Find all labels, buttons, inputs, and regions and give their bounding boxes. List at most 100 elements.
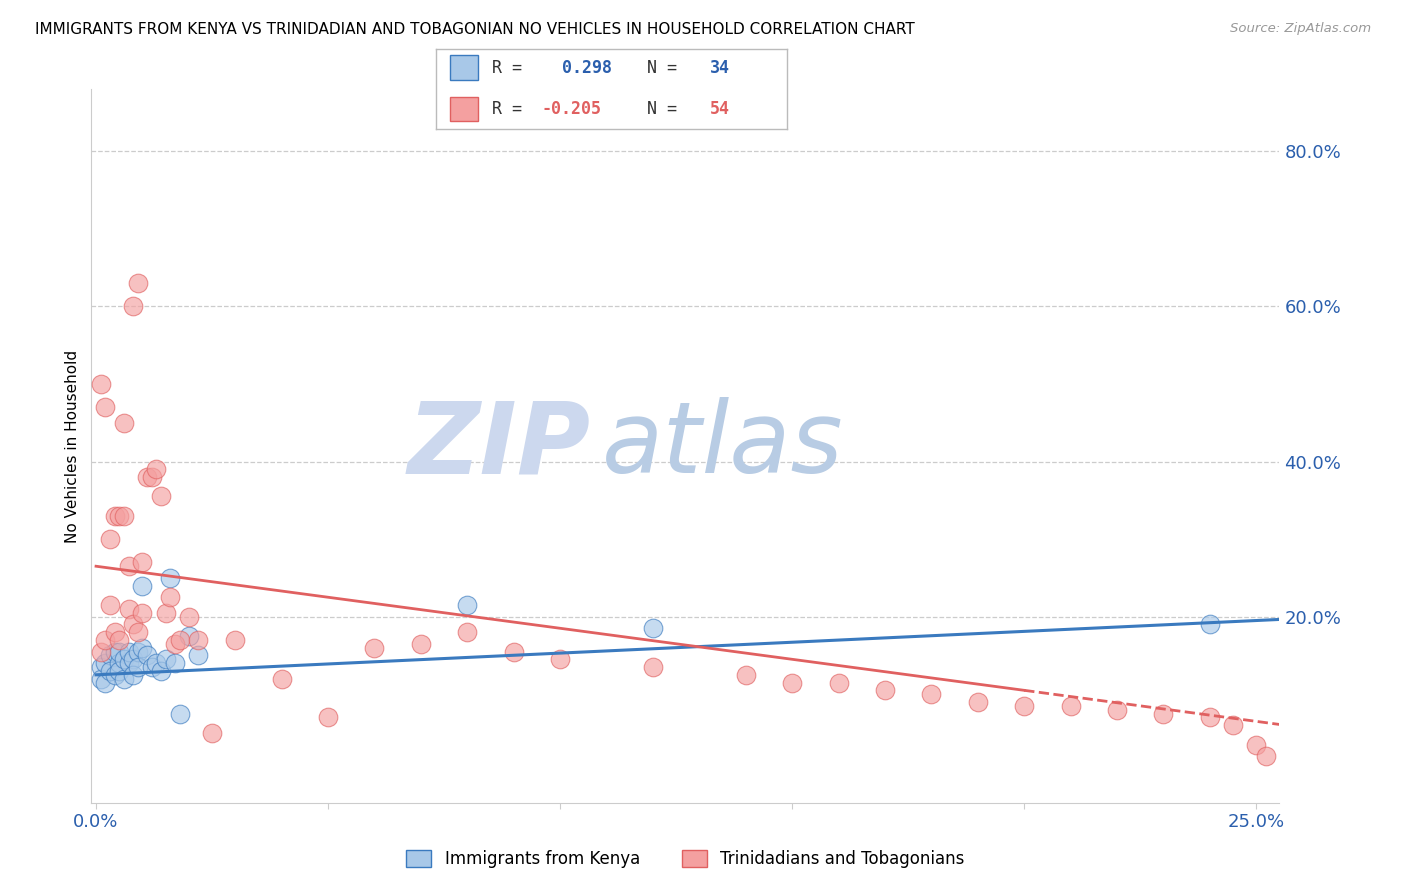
Point xyxy=(117,644,139,658)
Point xyxy=(159,591,181,605)
Point xyxy=(94,656,117,670)
Point xyxy=(112,508,135,523)
Point xyxy=(641,621,664,635)
Point xyxy=(827,675,849,690)
Point xyxy=(108,664,131,678)
Text: ZIP: ZIP xyxy=(408,398,591,494)
Point xyxy=(145,656,167,670)
FancyBboxPatch shape xyxy=(450,97,478,121)
Text: Source: ZipAtlas.com: Source: ZipAtlas.com xyxy=(1230,22,1371,36)
Point xyxy=(90,672,112,686)
Point xyxy=(201,726,224,740)
Point xyxy=(104,644,127,658)
Text: 34: 34 xyxy=(710,59,730,77)
Y-axis label: No Vehicles in Household: No Vehicles in Household xyxy=(65,350,80,542)
Point xyxy=(873,683,896,698)
Point xyxy=(163,637,186,651)
Point xyxy=(155,652,177,666)
Point xyxy=(1152,706,1174,721)
Point xyxy=(502,644,524,658)
Text: N =: N = xyxy=(647,100,686,119)
Point xyxy=(177,609,200,624)
Point xyxy=(112,652,135,666)
Point xyxy=(127,276,149,290)
Point xyxy=(131,640,153,655)
Point xyxy=(127,660,149,674)
Point xyxy=(108,656,131,670)
Point xyxy=(108,632,131,647)
Point xyxy=(270,672,292,686)
Point xyxy=(1254,749,1277,764)
Point xyxy=(641,660,664,674)
Text: N =: N = xyxy=(647,59,686,77)
Point xyxy=(98,598,121,612)
Point xyxy=(920,687,942,701)
Point xyxy=(155,606,177,620)
Point xyxy=(98,648,121,663)
Point xyxy=(780,675,803,690)
Point xyxy=(1105,703,1128,717)
Point xyxy=(169,706,191,721)
Point xyxy=(108,508,131,523)
Point xyxy=(104,508,127,523)
Point xyxy=(112,672,135,686)
Point xyxy=(456,598,478,612)
Point xyxy=(409,637,432,651)
Point xyxy=(734,668,756,682)
Point xyxy=(117,656,139,670)
Point xyxy=(122,668,145,682)
Point xyxy=(141,660,163,674)
Point xyxy=(177,629,200,643)
Point xyxy=(150,490,173,504)
Point xyxy=(456,625,478,640)
Point xyxy=(150,664,173,678)
Point xyxy=(363,640,385,655)
Text: R =: R = xyxy=(492,100,531,119)
Point xyxy=(98,664,121,678)
FancyBboxPatch shape xyxy=(450,55,478,79)
Point xyxy=(131,555,153,569)
Point xyxy=(98,532,121,546)
Point xyxy=(117,602,139,616)
Point xyxy=(90,660,112,674)
Point xyxy=(187,632,209,647)
Point xyxy=(141,470,163,484)
Point xyxy=(548,652,571,666)
Text: -0.205: -0.205 xyxy=(541,100,602,119)
Point xyxy=(1198,617,1220,632)
Point xyxy=(159,571,181,585)
Point xyxy=(112,416,135,430)
Point xyxy=(127,625,149,640)
Point xyxy=(145,462,167,476)
Point xyxy=(316,710,339,724)
Point xyxy=(131,579,153,593)
Point xyxy=(224,632,246,647)
Point xyxy=(117,559,139,574)
Point xyxy=(169,632,191,647)
Text: R =: R = xyxy=(492,59,531,77)
Point xyxy=(1012,698,1035,713)
Point xyxy=(127,644,149,658)
Point xyxy=(136,648,159,663)
Point xyxy=(122,652,145,666)
Point xyxy=(187,648,209,663)
Point xyxy=(104,668,127,682)
Point xyxy=(90,376,112,391)
Point xyxy=(966,695,988,709)
Point xyxy=(90,644,112,658)
Point xyxy=(108,644,131,658)
Point xyxy=(1244,738,1267,752)
Point xyxy=(1059,698,1081,713)
Text: atlas: atlas xyxy=(602,398,844,494)
Text: 54: 54 xyxy=(710,100,730,119)
Point xyxy=(104,625,127,640)
Point xyxy=(122,617,145,632)
Point xyxy=(122,299,145,313)
Point xyxy=(94,675,117,690)
Point xyxy=(163,656,186,670)
Point xyxy=(136,470,159,484)
Legend: Immigrants from Kenya, Trinidadians and Tobagonians: Immigrants from Kenya, Trinidadians and … xyxy=(398,842,973,877)
Text: IMMIGRANTS FROM KENYA VS TRINIDADIAN AND TOBAGONIAN NO VEHICLES IN HOUSEHOLD COR: IMMIGRANTS FROM KENYA VS TRINIDADIAN AND… xyxy=(35,22,915,37)
Point xyxy=(1198,710,1220,724)
Point xyxy=(1222,718,1244,732)
